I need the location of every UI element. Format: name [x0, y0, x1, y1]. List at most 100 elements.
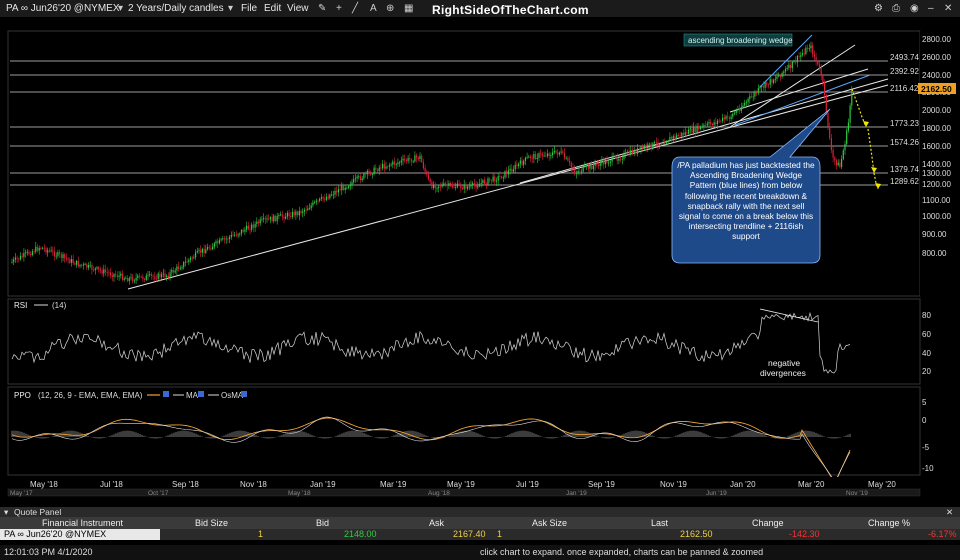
menu-edit[interactable]: Edit: [264, 3, 282, 14]
quote-row[interactable]: PA ∞ Jun26'20 @NYMEX 1 2148.00 2167.40 1…: [0, 529, 960, 540]
price-axis-tick: 1800.00: [922, 124, 951, 133]
osma-bar: [715, 437, 717, 438]
osma-bar: [11, 430, 13, 437]
candle-body: [179, 268, 181, 270]
osma-bar: [289, 431, 291, 437]
osma-bar: [717, 437, 719, 439]
candle-body: [385, 166, 387, 169]
col-change[interactable]: Change: [752, 518, 784, 528]
ppo-checkbox[interactable]: [163, 391, 169, 397]
candle-body: [52, 250, 54, 252]
symbol-selector[interactable]: PA ∞ Jun26'20 @NYMEX: [6, 3, 120, 14]
candle-body: [429, 179, 431, 183]
candle-body: [96, 267, 98, 269]
candle-body: [744, 102, 746, 106]
minimize-icon[interactable]: –: [928, 3, 934, 14]
candle-body: [300, 211, 302, 213]
col-bid[interactable]: Bid: [316, 518, 330, 528]
osma-bar: [805, 430, 807, 437]
menu-view[interactable]: View: [287, 3, 309, 14]
candle-body: [665, 141, 668, 144]
price-axis-tick: 1300.00: [922, 169, 951, 178]
close-icon[interactable]: ✕: [946, 507, 954, 517]
col-instrument[interactable]: Financial Instrument: [42, 518, 124, 528]
draw-tool-icon[interactable]: ✎: [318, 3, 327, 14]
candle-body: [820, 68, 822, 76]
ppo-osma-label: OsMA: [221, 391, 244, 400]
crosshair-icon[interactable]: +: [336, 3, 342, 14]
candle-body: [774, 78, 776, 80]
chevron-down-icon[interactable]: ▾: [118, 3, 124, 14]
candle-body: [470, 184, 472, 187]
zoom-icon[interactable]: ⊕: [386, 3, 395, 14]
candle-body: [229, 236, 231, 240]
osma-bar: [617, 436, 619, 437]
osma-bar: [359, 431, 361, 437]
candle-body: [77, 260, 79, 267]
osma-bar: [337, 435, 339, 437]
candle-body: [176, 266, 178, 271]
candle-body: [130, 277, 132, 279]
candle-body: [637, 148, 639, 154]
line-tool-icon[interactable]: ╱: [352, 3, 359, 14]
timeframe-selector[interactable]: 2 Years/Daily candles: [128, 3, 224, 14]
close-icon[interactable]: ✕: [944, 3, 953, 14]
chevron-down-icon[interactable]: ▾: [228, 3, 234, 14]
camera-icon[interactable]: ◉: [910, 3, 919, 14]
candle-body: [426, 171, 428, 175]
candle-body: [361, 178, 363, 181]
osma-bar: [349, 430, 351, 437]
quote-panel-header[interactable]: ▾ Quote Panel ✕: [0, 507, 960, 517]
menu-file[interactable]: File: [241, 3, 258, 14]
candle-body: [620, 158, 622, 160]
candle-body: [76, 260, 78, 265]
ma-checkbox[interactable]: [198, 391, 204, 397]
chevron-down-icon[interactable]: ▾: [4, 507, 9, 517]
candle-body: [108, 272, 110, 274]
col-bid-size[interactable]: Bid Size: [195, 518, 229, 528]
osma-bar: [323, 437, 325, 439]
osma-bar: [465, 430, 467, 437]
candle-body: [149, 274, 151, 275]
candle-body: [178, 266, 180, 269]
osma-checkbox[interactable]: [241, 391, 247, 397]
osma-bar: [225, 434, 227, 437]
candle-body: [601, 160, 603, 164]
osma-bar: [815, 432, 817, 437]
candle-body: [174, 270, 176, 273]
time-scrollbar[interactable]: [7, 488, 921, 497]
candle-body: [303, 209, 305, 212]
osma-bar: [185, 430, 187, 437]
candle-body: [164, 273, 166, 278]
candle-body: [186, 261, 188, 263]
candle-body: [652, 143, 654, 149]
osma-bar: [309, 434, 311, 437]
osma-bar: [131, 431, 133, 437]
candle-body: [128, 278, 130, 282]
col-ask-size[interactable]: Ask Size: [532, 518, 568, 528]
osma-bar: [149, 437, 151, 438]
price-level-label: 2116.42: [890, 84, 919, 93]
col-ask[interactable]: Ask: [429, 518, 445, 528]
time-axis-tick: Mar '19: [380, 480, 407, 489]
candle-body: [716, 120, 719, 125]
candle-body: [456, 183, 458, 188]
candle-body: [720, 120, 722, 122]
grid-icon[interactable]: ▦: [404, 3, 414, 14]
osma-bar: [759, 433, 761, 437]
print-icon[interactable]: ⎙: [892, 3, 900, 14]
col-last[interactable]: Last: [651, 518, 669, 528]
rsi-note-divergences: divergences: [760, 368, 806, 378]
osma-bar: [181, 430, 183, 437]
col-change-pct[interactable]: Change %: [868, 518, 911, 528]
text-tool-icon[interactable]: A: [370, 3, 377, 14]
price-axis-tick: 2600.00: [922, 53, 951, 62]
osma-bar: [423, 434, 425, 437]
chart-area[interactable]: ascending broadening wedge /PA palladium…: [0, 17, 960, 497]
osma-bar: [405, 430, 407, 437]
osma-bar: [77, 431, 79, 437]
candle-body: [586, 165, 588, 167]
price-chart-svg[interactable]: ascending broadening wedge /PA palladium…: [0, 17, 960, 497]
candle-body: [528, 156, 530, 158]
settings-icon[interactable]: ⚙: [874, 3, 883, 14]
